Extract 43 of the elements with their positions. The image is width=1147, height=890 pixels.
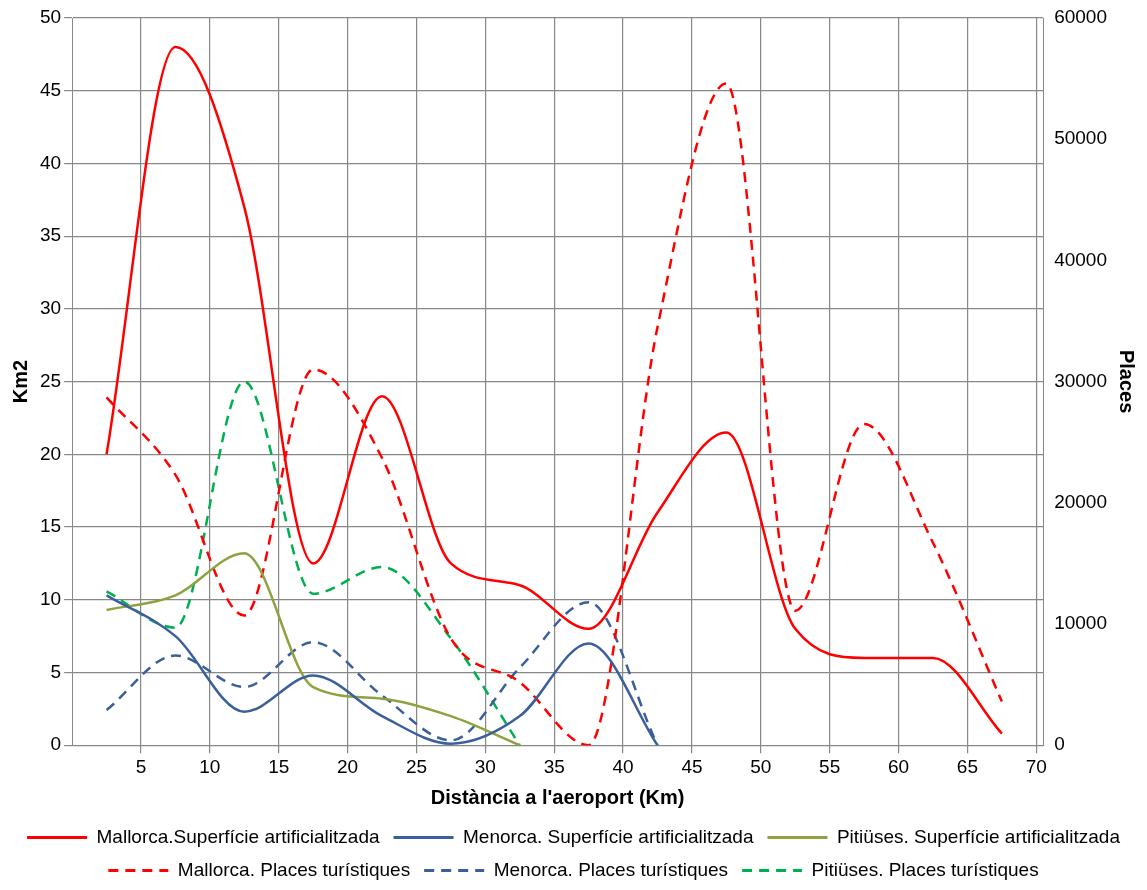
x-tick-label: 55 <box>819 755 841 777</box>
x-tick-label: 65 <box>956 755 978 777</box>
legend-label: Menorca. Superfície artificialitzada <box>463 825 754 847</box>
y-tick-label: 15 <box>39 515 62 537</box>
line-series <box>105 380 522 746</box>
x-tick-label: 5 <box>135 755 147 777</box>
y-tick-label: 40 <box>39 151 62 173</box>
x-tick-label: 35 <box>543 755 565 777</box>
y-tick-label: 10 <box>39 587 62 609</box>
y-tick-label: 35 <box>39 224 62 246</box>
legend-label: Pitiüses. Places turístiques <box>811 858 1039 880</box>
y-tick-label: 45 <box>39 78 62 100</box>
y-tick-label: 50 <box>39 6 62 28</box>
y-axis-title: Km2 <box>8 359 31 404</box>
y-tick-label: 20 <box>39 442 62 464</box>
x-tick-label: 40 <box>612 755 634 777</box>
x-tick-label: 20 <box>337 755 359 777</box>
x-tick-label: 60 <box>887 755 910 777</box>
legend-label: Menorca. Places turístiques <box>493 858 729 880</box>
x-tick-label: 50 <box>750 755 772 777</box>
x-tick-label: 25 <box>405 755 428 777</box>
y2-tick-label: 20000 <box>1054 491 1108 513</box>
x-tick-label: 10 <box>199 755 221 777</box>
x-tick-label: 70 <box>1025 755 1047 777</box>
y-tick-label: 0 <box>50 733 62 755</box>
y-tick-label: 25 <box>39 369 62 391</box>
x-axis-title: Distància a l'aeroport (Km) <box>430 785 685 808</box>
y2-tick-label: 40000 <box>1054 248 1108 270</box>
legend-label: Mallorca.Superfície artificialitzada <box>96 825 380 847</box>
x-tick-label: 45 <box>681 755 703 777</box>
y2-tick-label: 30000 <box>1054 369 1108 391</box>
y2-tick-label: 50000 <box>1054 127 1108 149</box>
x-tick-label: 15 <box>268 755 290 777</box>
legend-label: Mallorca. Places turístiques <box>177 858 411 880</box>
y2-tick-label: 0 <box>1054 733 1065 755</box>
x-tick-label: 30 <box>474 755 496 777</box>
legend-label: Pitiüses. Superfície artificialitzada <box>836 825 1121 847</box>
y-tick-label: 5 <box>50 660 62 682</box>
y2-tick-label: 60000 <box>1054 6 1108 28</box>
line-series <box>105 551 522 746</box>
y-tick-label: 30 <box>39 297 62 319</box>
y2-tick-label: 10000 <box>1054 612 1108 634</box>
y2-axis-title: Places <box>1116 349 1139 414</box>
